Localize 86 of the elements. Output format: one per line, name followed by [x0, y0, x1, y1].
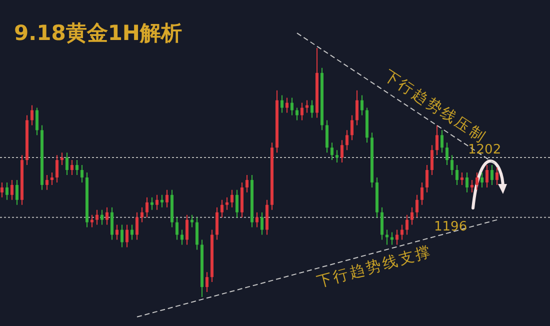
candlestick [306, 100, 308, 114]
candlestick [46, 174, 48, 190]
annotation: 下行趋势线支撑 [314, 242, 434, 291]
candlestick [326, 120, 328, 154]
candlestick [426, 164, 428, 193]
candlestick [446, 142, 448, 166]
candlestick [346, 130, 348, 151]
candlestick [126, 224, 128, 248]
candlestick [296, 107, 298, 121]
candlestick [176, 216, 178, 240]
candlestick [30, 104, 34, 126]
candlestick [286, 97, 288, 114]
candlestick [16, 179, 18, 206]
candlestick [60, 152, 64, 166]
candlestick [490, 164, 494, 186]
candlestick [166, 189, 168, 208]
candlestick [186, 214, 188, 246]
candlestick [90, 214, 94, 228]
candlestick [430, 144, 434, 176]
candlestick [496, 167, 498, 186]
candlestick [130, 224, 134, 240]
candlestick [206, 272, 208, 293]
candlestick [100, 209, 104, 226]
candlestick [470, 179, 474, 193]
candlestick [380, 206, 384, 240]
candlestick [160, 194, 164, 208]
candlestick [246, 174, 248, 193]
candlestick [466, 172, 468, 193]
candlestick [356, 90, 358, 126]
annotation: 1196 [434, 219, 468, 234]
candlestick [416, 194, 418, 218]
candlestick [36, 107, 38, 136]
candlestick [440, 130, 444, 154]
candlestick [80, 164, 84, 183]
candlestick [140, 206, 144, 223]
candlestick [136, 212, 138, 240]
candlestick [110, 206, 114, 240]
annotation: 1202 [468, 142, 502, 158]
candlestick [0, 182, 4, 198]
candlestick [120, 224, 124, 248]
candlestick [310, 100, 314, 118]
candlestick [226, 196, 228, 210]
candlestick [480, 172, 484, 188]
chart-title: 9.18黄金1H解析 [14, 21, 182, 45]
candlestick [406, 214, 408, 236]
candlestick [280, 94, 284, 114]
candlestick [96, 209, 98, 226]
candlestick [70, 160, 74, 176]
candlestick [116, 224, 118, 240]
candlestick [290, 97, 294, 116]
candlestick [390, 232, 394, 246]
candlestick [396, 229, 398, 246]
candlestick [106, 206, 108, 226]
candlestick [190, 214, 194, 228]
candlestick [50, 172, 54, 186]
candlestick [436, 124, 438, 156]
candlestick [410, 206, 414, 226]
candlestick [420, 182, 424, 206]
candlestick [330, 142, 334, 161]
candlestick [260, 212, 264, 236]
candlestick [460, 172, 464, 186]
candlestick [56, 154, 58, 183]
candlestick [340, 140, 344, 164]
candlestick [360, 94, 364, 116]
candlestick [300, 102, 304, 121]
candlestick [150, 196, 154, 210]
candlestick [400, 224, 404, 240]
candlestick [220, 199, 224, 218]
candlestick [350, 114, 354, 141]
candlestick [10, 179, 14, 200]
candlestick [236, 189, 238, 218]
candlestick [456, 164, 458, 186]
candlestick [156, 194, 158, 210]
candlestick [336, 150, 338, 164]
candlestick [486, 164, 488, 188]
candlestick [450, 154, 454, 176]
candlestick [196, 216, 198, 250]
candlestick [256, 212, 258, 228]
candlestick [66, 152, 68, 176]
candlestick [76, 160, 78, 176]
candlestick [146, 196, 148, 218]
candlestick [180, 229, 184, 246]
candlestick [6, 182, 8, 200]
candlestick [230, 189, 234, 208]
candlestick [216, 206, 218, 240]
candlestick [476, 172, 478, 190]
